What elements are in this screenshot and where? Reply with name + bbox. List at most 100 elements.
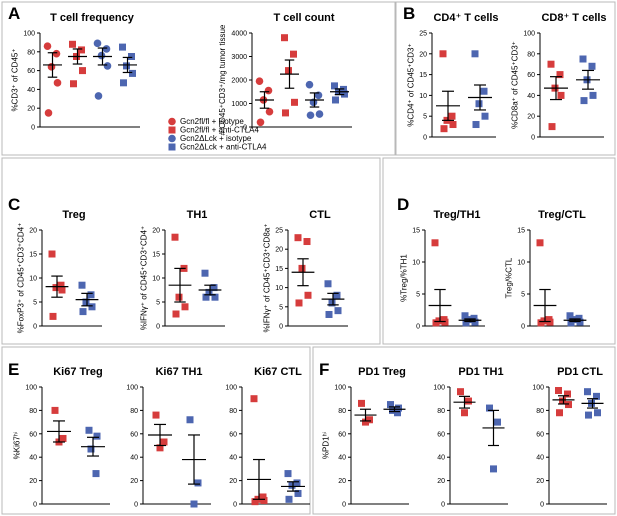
chart-title: PD1 Treg xyxy=(358,366,406,378)
y-tick-label: 0 xyxy=(423,135,427,142)
data-point xyxy=(341,90,348,98)
y-tick-label: 40 xyxy=(29,455,37,462)
data-point xyxy=(594,409,601,417)
y-tick-label: 5 xyxy=(33,300,37,307)
data-point xyxy=(395,404,402,412)
y-tick-label: 20 xyxy=(275,247,283,254)
data-point xyxy=(48,250,56,258)
data-point xyxy=(298,264,306,272)
series-1 xyxy=(68,40,87,88)
series-0 xyxy=(544,60,568,131)
y-tick-label: 80 xyxy=(437,408,445,415)
data-point xyxy=(57,281,65,289)
data-point xyxy=(93,39,102,48)
data-point xyxy=(172,310,180,318)
data-point xyxy=(87,445,95,453)
y-tick-label: 5 xyxy=(521,292,525,299)
y-tick-label: 60 xyxy=(27,68,35,75)
data-point xyxy=(432,319,440,327)
chart-title: Treg/TH1 xyxy=(433,209,480,221)
y-tick-label: 80 xyxy=(29,408,37,415)
y-tick-label: 20 xyxy=(536,478,544,485)
chart-title: Treg/CTL xyxy=(538,209,586,221)
data-point xyxy=(281,34,288,42)
data-point xyxy=(440,125,448,133)
panel-frame-5 xyxy=(312,346,616,515)
data-point xyxy=(69,40,76,48)
panel-frame-4 xyxy=(1,346,311,515)
y-tick-label: 10 xyxy=(517,260,525,267)
data-point xyxy=(44,109,53,117)
data-point xyxy=(294,234,302,242)
y-tick-label: 3000 xyxy=(231,54,247,61)
chart-9: Ki67 Treg 0 20 40 60 80 100 %Ki67ʰⁱ xyxy=(12,366,110,509)
panel-label-B: B xyxy=(403,4,415,23)
y-tick-label: 15 xyxy=(412,228,420,235)
chart-title: PD1 CTL xyxy=(557,366,603,378)
data-point xyxy=(49,312,57,320)
y-tick-label: 20 xyxy=(29,478,37,485)
y-tick-label: 0 xyxy=(134,502,138,509)
y-tick-label: 15 xyxy=(152,252,160,259)
data-point xyxy=(194,479,202,487)
panel-frame-1 xyxy=(395,1,616,156)
legend-label: Gcn2ΔLck + anti-CTLA4 xyxy=(180,143,267,152)
y-tick-label: 80 xyxy=(338,408,346,415)
data-point xyxy=(566,312,574,320)
panel-label-E: E xyxy=(8,360,19,379)
data-point xyxy=(585,411,592,419)
chart-10: Ki67 TH1 0 20 40 60 80 100 xyxy=(126,366,211,509)
chart-title: TH1 xyxy=(187,209,208,221)
data-point xyxy=(471,50,479,58)
y-tick-label: 80 xyxy=(229,408,237,415)
y-tick-label: 0 xyxy=(31,125,35,132)
y-axis-label: %Treg/%TH1 xyxy=(400,254,409,302)
y-tick-label: 100 xyxy=(334,385,346,392)
data-point xyxy=(58,286,66,294)
data-point xyxy=(53,79,62,87)
series-1 xyxy=(281,470,305,503)
y-tick-label: 40 xyxy=(338,455,346,462)
series-1 xyxy=(581,388,604,419)
chart-3: CD8⁺ T cells 0 20 40 60 80 100 %CD8a⁺ of CD45⁺C… xyxy=(510,12,606,142)
data-point xyxy=(79,67,86,75)
chart-0: T cell frequency 0 20 40 60 80 100 %CD3⁺ of CD4… xyxy=(10,12,140,132)
data-point xyxy=(128,53,135,60)
data-point xyxy=(288,481,296,489)
chart-13: PD1 TH1 0 20 40 60 80 100 xyxy=(433,366,508,509)
y-axis-label: %Ki67ʰⁱ xyxy=(12,432,21,460)
data-point xyxy=(285,67,292,75)
y-tick-label: 40 xyxy=(437,455,445,462)
legend-item-3: Gcn2ΔLck + anti-CTLA4 xyxy=(168,143,267,152)
y-tick-label: 25 xyxy=(419,31,427,38)
data-point xyxy=(85,426,93,434)
y-tick-label: 20 xyxy=(338,478,346,485)
y-tick-label: 15 xyxy=(275,266,283,273)
series-0 xyxy=(247,395,271,506)
chart-11: Ki67 CTL 0 20 40 60 80 100 xyxy=(225,366,310,509)
data-point xyxy=(52,284,60,292)
data-point xyxy=(471,318,479,326)
y-axis-label: %IFNγ⁺ of CD45⁺CD3⁺CD8a⁺ xyxy=(263,224,272,333)
chart-1: T cell count 0 1000 2000 3000 4000 # CD45⁺CD3⁺… xyxy=(218,12,352,135)
data-point xyxy=(333,291,341,299)
data-point xyxy=(120,79,127,87)
y-tick-label: 10 xyxy=(419,93,427,100)
chart-8: Treg/CTL 0 5 10 15 Treg/%CTL xyxy=(505,209,590,331)
data-point xyxy=(291,98,298,106)
y-tick-label: 100 xyxy=(23,31,35,38)
series-1 xyxy=(182,416,206,508)
y-tick-label: 0 xyxy=(279,324,283,331)
y-tick-label: 15 xyxy=(419,72,427,79)
data-point xyxy=(88,303,96,311)
legend-item-0: Gcn2fl/fl + isotype xyxy=(168,117,244,126)
y-tick-label: 20 xyxy=(229,478,237,485)
series-1 xyxy=(198,269,222,301)
data-point xyxy=(465,397,472,405)
data-point xyxy=(481,112,489,120)
data-point xyxy=(284,470,292,478)
y-tick-label: 100 xyxy=(25,385,37,392)
y-tick-label: 80 xyxy=(527,51,535,58)
